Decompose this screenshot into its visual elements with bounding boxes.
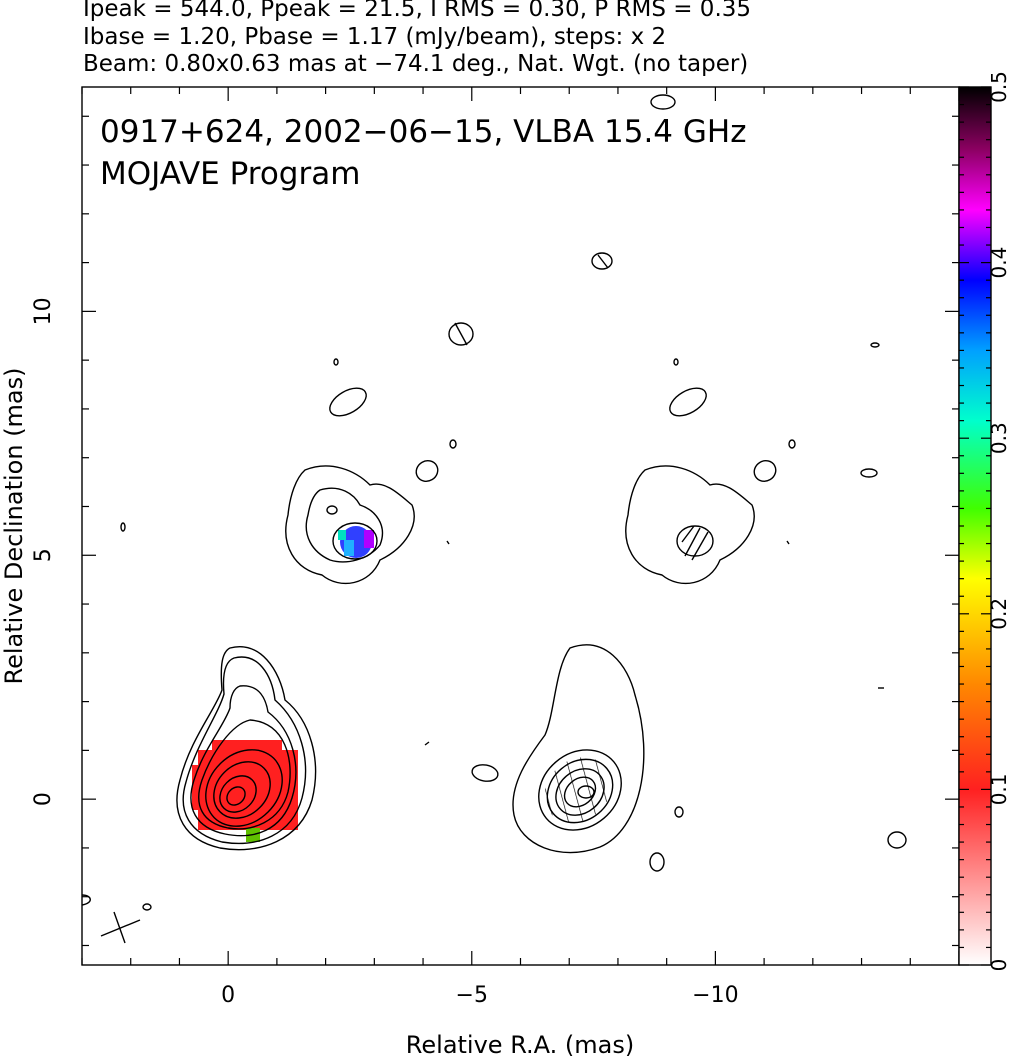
jet-contours-right (625, 465, 755, 585)
axis-ticks (81, 87, 960, 965)
x-axis-label: Relative R.A. (mas) (406, 1031, 634, 1059)
colorbar-tick-label: 0.3 (987, 422, 1011, 454)
small-contours-right (454, 94, 907, 872)
header-line-2: Ibase = 1.20, Pbase = 1.17 (mJy/beam), s… (83, 24, 667, 50)
plot-content (82, 94, 907, 944)
y-axis-label: Relative Declination (mas) (0, 367, 28, 684)
beam-marker (100, 911, 141, 944)
y-tick-labels: 0 5 10 (31, 297, 56, 806)
hatch-vectors-jet (681, 525, 709, 561)
jet-contours-left (285, 465, 415, 585)
colorbar-tick-label: 0.2 (987, 598, 1011, 630)
hatch-vectors-core (544, 757, 612, 823)
chart-subtitle: MOJAVE Program (100, 156, 360, 192)
plot-frame (81, 86, 960, 966)
header-line-1: Ipeak = 544.0, Ppeak = 21.5, I RMS = 0.3… (83, 0, 752, 22)
x-tick-label: 0 (221, 983, 235, 1008)
colorbar-tick-label: 0.5 (987, 71, 1011, 103)
header-line-3: Beam: 0.80x0.63 mas at −74.1 deg., Nat. … (83, 51, 749, 77)
x-tick-label: −5 (456, 983, 488, 1008)
colorbar-tick-label: 0.1 (987, 773, 1011, 805)
y-tick-label: 10 (31, 297, 56, 325)
colorbar-tick-labels: 0 0.1 0.2 0.3 0.4 0.5 (987, 71, 1011, 971)
small-contours-left (82, 322, 499, 911)
colorbar-tick-label: 0 (987, 959, 1011, 972)
y-tick-label: 5 (31, 548, 56, 562)
x-tick-labels: 0 −5 −10 (221, 983, 738, 1008)
y-tick-label: 0 (31, 792, 56, 806)
core-contours-left (176, 646, 317, 851)
x-tick-label: −10 (692, 983, 738, 1008)
colorbar-tick-label: 0.4 (987, 247, 1011, 279)
colorbar-ticks (959, 86, 991, 966)
chart-title: 0917+624, 2002−06−15, VLBA 15.4 GHz (100, 114, 746, 150)
